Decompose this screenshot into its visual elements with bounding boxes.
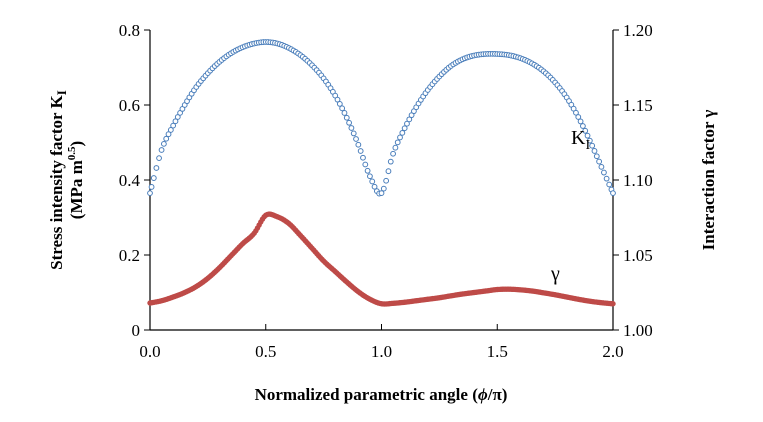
- data-point: [573, 109, 579, 116]
- data-point: [357, 148, 364, 154]
- data-point: [165, 131, 172, 138]
- data-point: [385, 168, 392, 175]
- data-point: [170, 122, 177, 129]
- data-point: [394, 139, 401, 146]
- data-point: [383, 177, 390, 184]
- tick-layer: 0.0 0.5 1.0 1.5 2.0 0 0.2 0.4 0.6 0.8 1.00 1.05 1.10…: [119, 21, 653, 361]
- data-point: [167, 127, 174, 133]
- data-point: [589, 142, 596, 149]
- series-gamma: [147, 211, 616, 307]
- data-point: [341, 110, 348, 116]
- data-point: [355, 141, 362, 148]
- data-point: [598, 163, 605, 170]
- data-point: [353, 136, 359, 142]
- right-y-tick-label: 1.15: [623, 96, 653, 115]
- left-y-tick-label: 0.6: [119, 96, 140, 115]
- left-y-axis-title-line2: (MPa m0.5): [66, 141, 86, 219]
- data-point: [150, 175, 157, 181]
- data-point: [610, 190, 616, 197]
- series-label-gamma: γ: [550, 263, 560, 285]
- data-point: [364, 167, 371, 174]
- data-point: [591, 148, 598, 154]
- data-point: [601, 169, 607, 176]
- left-y-tick-label: 0: [132, 321, 141, 340]
- data-point: [401, 125, 408, 132]
- left-y-tick-label: 0.2: [119, 246, 140, 265]
- left-y-axis-title-line1: Stress intensity factor KI: [47, 90, 69, 270]
- right-y-tick-label: 1.05: [623, 246, 653, 265]
- data-point: [334, 96, 341, 103]
- data-point: [610, 301, 616, 307]
- data-point: [577, 118, 584, 125]
- data-point: [593, 153, 600, 160]
- data-point: [575, 114, 582, 120]
- data-point: [346, 119, 352, 126]
- right-y-tick-label: 1.10: [623, 171, 653, 190]
- data-point: [390, 150, 396, 157]
- data-point: [339, 105, 346, 112]
- data-point: [172, 118, 179, 125]
- x-tick-label: 2.0: [602, 342, 623, 361]
- data-point: [153, 165, 160, 171]
- series-label-ki: KI: [571, 127, 590, 153]
- data-point: [603, 175, 610, 182]
- x-tick-label: 0.5: [255, 342, 276, 361]
- data-point: [606, 181, 613, 188]
- data-point: [406, 116, 413, 123]
- x-tick-label: 1.0: [371, 342, 392, 361]
- data-point: [160, 140, 167, 147]
- data-point: [343, 114, 350, 121]
- right-y-axis-title: Interaction factor γ: [699, 110, 718, 251]
- data-point: [158, 147, 165, 153]
- data-point: [584, 132, 591, 139]
- x-axis-title: Normalized parametric angle (ϕ/π): [255, 385, 508, 404]
- data-point: [378, 190, 385, 197]
- data-point: [387, 158, 394, 165]
- data-point: [348, 125, 355, 131]
- data-point: [404, 120, 410, 127]
- data-point: [399, 129, 406, 136]
- left-y-tick-label: 0.4: [119, 171, 141, 190]
- data-point: [380, 185, 387, 192]
- data-point: [156, 155, 162, 162]
- data-point: [148, 184, 155, 190]
- x-tick-label: 0.0: [139, 342, 160, 361]
- data-point: [369, 178, 376, 185]
- data-point: [586, 137, 593, 144]
- right-y-tick-label: 1.20: [623, 21, 653, 40]
- data-point: [397, 134, 403, 141]
- plot-area: [147, 39, 616, 307]
- data-point: [367, 173, 373, 180]
- data-point: [147, 190, 153, 197]
- right-y-tick-label: 1.00: [623, 321, 653, 340]
- data-point: [580, 123, 586, 129]
- data-point: [371, 183, 378, 190]
- data-point: [582, 127, 589, 134]
- left-y-tick-label: 0.8: [119, 21, 140, 40]
- data-point: [360, 154, 366, 161]
- data-point: [350, 130, 357, 137]
- data-point: [362, 161, 369, 168]
- series-ki: [147, 39, 616, 197]
- data-point: [392, 144, 399, 151]
- data-point: [596, 158, 603, 165]
- x-tick-label: 1.5: [487, 342, 508, 361]
- data-point: [163, 135, 170, 142]
- data-point: [336, 100, 343, 107]
